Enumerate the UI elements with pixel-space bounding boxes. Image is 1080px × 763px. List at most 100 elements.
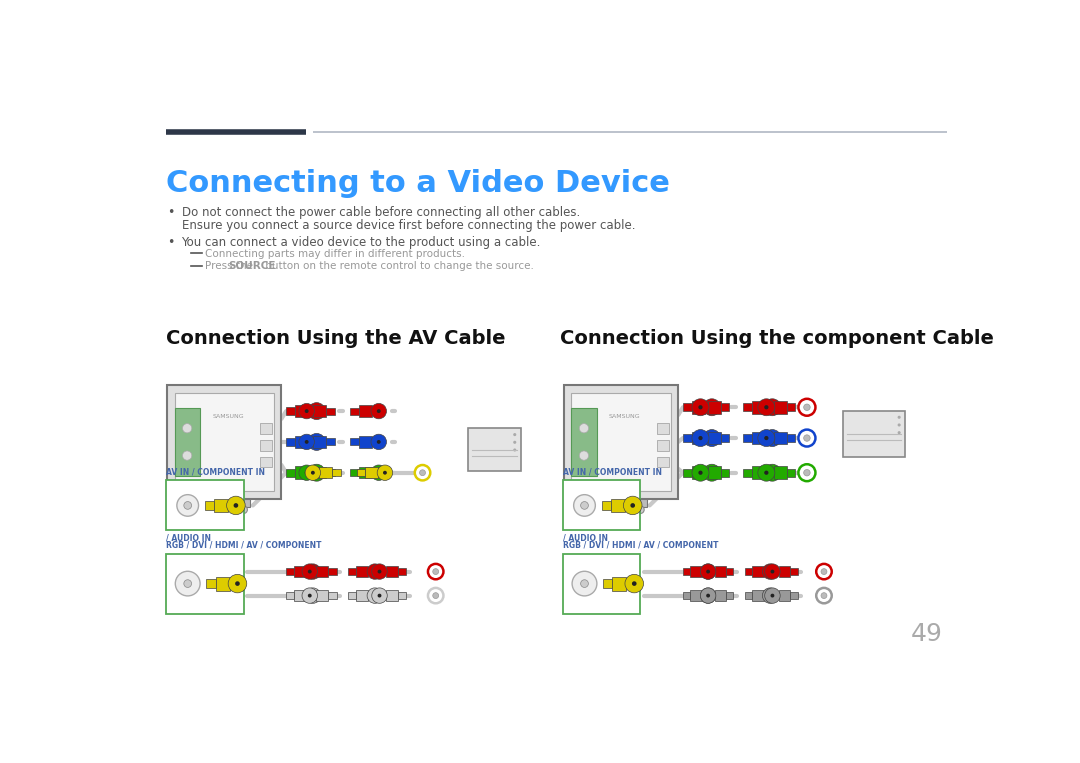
Circle shape [378, 570, 381, 574]
FancyBboxPatch shape [563, 481, 640, 530]
Circle shape [692, 430, 708, 446]
FancyBboxPatch shape [571, 393, 671, 491]
FancyBboxPatch shape [752, 401, 765, 414]
FancyBboxPatch shape [166, 385, 282, 499]
Circle shape [513, 433, 516, 436]
FancyBboxPatch shape [595, 499, 608, 507]
Circle shape [816, 588, 832, 604]
Circle shape [372, 404, 387, 419]
Text: / AUDIO IN: / AUDIO IN [166, 534, 211, 542]
Circle shape [306, 465, 321, 481]
Circle shape [768, 570, 772, 574]
Circle shape [572, 571, 597, 596]
FancyBboxPatch shape [469, 429, 521, 471]
FancyBboxPatch shape [294, 566, 307, 578]
FancyBboxPatch shape [683, 592, 690, 599]
Circle shape [311, 570, 314, 574]
FancyBboxPatch shape [260, 423, 272, 433]
Circle shape [897, 423, 901, 427]
FancyBboxPatch shape [683, 469, 691, 477]
Circle shape [433, 568, 438, 575]
FancyBboxPatch shape [320, 467, 333, 478]
FancyBboxPatch shape [294, 590, 307, 601]
FancyBboxPatch shape [350, 469, 360, 476]
Text: RGB / DVI / HDMI / AV / COMPONENT: RGB / DVI / HDMI / AV / COMPONENT [166, 541, 322, 549]
Circle shape [428, 588, 444, 604]
FancyBboxPatch shape [745, 592, 753, 599]
Circle shape [703, 430, 720, 446]
Circle shape [175, 571, 200, 596]
Circle shape [710, 436, 714, 440]
FancyBboxPatch shape [753, 590, 764, 601]
Circle shape [372, 465, 387, 481]
FancyBboxPatch shape [773, 401, 786, 414]
Circle shape [308, 403, 325, 420]
Circle shape [821, 593, 827, 598]
FancyBboxPatch shape [286, 438, 296, 446]
FancyBboxPatch shape [356, 590, 368, 601]
Circle shape [798, 430, 815, 446]
FancyBboxPatch shape [350, 439, 360, 446]
FancyBboxPatch shape [690, 590, 702, 601]
FancyBboxPatch shape [326, 407, 335, 414]
Circle shape [201, 506, 208, 513]
Circle shape [758, 430, 774, 446]
Circle shape [372, 588, 388, 604]
Text: / AUDIO IN: / AUDIO IN [563, 534, 608, 542]
Text: Do not connect the power cable before connecting all other cables.: Do not connect the power cable before co… [181, 205, 580, 218]
Text: RGB / DVI / HDMI / AV / COMPONENT: RGB / DVI / HDMI / AV / COMPONENT [563, 541, 718, 549]
Text: Connecting parts may differ in different products.: Connecting parts may differ in different… [205, 249, 464, 259]
Circle shape [632, 581, 636, 586]
FancyBboxPatch shape [399, 568, 406, 575]
Circle shape [706, 570, 710, 574]
Circle shape [377, 465, 393, 481]
Circle shape [579, 423, 589, 433]
FancyBboxPatch shape [564, 385, 678, 499]
Circle shape [821, 568, 827, 575]
FancyBboxPatch shape [707, 432, 720, 444]
Circle shape [377, 409, 380, 413]
Text: You can connect a video device to the product using a cable.: You can connect a video device to the pr… [181, 237, 541, 250]
FancyBboxPatch shape [260, 439, 272, 450]
FancyBboxPatch shape [205, 501, 214, 510]
FancyBboxPatch shape [786, 434, 795, 442]
FancyBboxPatch shape [707, 401, 720, 414]
Circle shape [804, 469, 810, 476]
Circle shape [367, 588, 382, 604]
Circle shape [706, 570, 710, 574]
Circle shape [581, 580, 589, 588]
Circle shape [184, 580, 191, 588]
Circle shape [703, 464, 720, 481]
Circle shape [184, 501, 191, 509]
Circle shape [798, 464, 815, 481]
Circle shape [314, 439, 319, 444]
Circle shape [700, 564, 716, 579]
Circle shape [305, 440, 309, 444]
FancyBboxPatch shape [286, 407, 296, 415]
Circle shape [314, 471, 319, 475]
Circle shape [302, 564, 318, 579]
Text: Connection Using the AV Cable: Connection Using the AV Cable [166, 329, 505, 348]
FancyBboxPatch shape [286, 568, 294, 575]
FancyBboxPatch shape [356, 566, 368, 578]
FancyBboxPatch shape [313, 405, 326, 417]
FancyBboxPatch shape [328, 592, 337, 599]
FancyBboxPatch shape [286, 592, 294, 599]
FancyBboxPatch shape [683, 434, 691, 442]
FancyBboxPatch shape [399, 592, 406, 599]
FancyBboxPatch shape [199, 499, 211, 507]
Text: SOURCE: SOURCE [228, 261, 275, 271]
FancyBboxPatch shape [657, 423, 669, 433]
FancyBboxPatch shape [360, 405, 373, 417]
Circle shape [692, 399, 708, 416]
Circle shape [228, 575, 246, 593]
Text: button on the remote control to change the source.: button on the remote control to change t… [262, 261, 534, 271]
FancyBboxPatch shape [683, 404, 691, 411]
Circle shape [897, 416, 901, 419]
FancyBboxPatch shape [726, 568, 733, 575]
Circle shape [636, 506, 644, 513]
Circle shape [768, 594, 772, 597]
FancyBboxPatch shape [720, 469, 729, 477]
Circle shape [765, 405, 769, 410]
Circle shape [233, 503, 239, 507]
